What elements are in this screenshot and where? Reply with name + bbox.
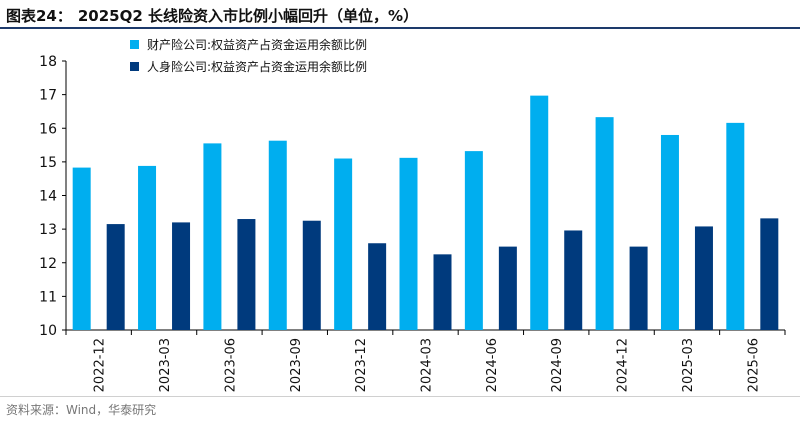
x-tick-label-2023-06: 2023-06 bbox=[223, 338, 238, 392]
y-tick-label-11: 11 bbox=[39, 289, 57, 305]
x-tick-label-2024-12: 2024-12 bbox=[616, 338, 631, 392]
bar-property-2024-09 bbox=[530, 95, 549, 330]
bar-life-2025-06 bbox=[760, 218, 779, 330]
bar-life-2024-03 bbox=[433, 254, 452, 330]
x-tick-label-2024-09: 2024-09 bbox=[550, 338, 565, 392]
title-divider bbox=[0, 27, 800, 29]
legend-swatch-property bbox=[130, 39, 139, 49]
figure-title-text: 2025Q2 长线险资入市比例小幅回升（单位，%） bbox=[77, 6, 419, 25]
figure-title: 图表24： 2025Q2 长线险资入市比例小幅回升（单位，%） bbox=[6, 4, 418, 26]
source-note: 资料来源：Wind，华泰研究 bbox=[6, 403, 157, 417]
y-tick-label-17: 17 bbox=[39, 88, 57, 104]
legend-item-life: 人身险公司:权益资产占资金运用余额比例 bbox=[130, 55, 367, 77]
x-tick-label-2023-03: 2023-03 bbox=[158, 338, 173, 392]
bar-property-2022-12 bbox=[72, 167, 91, 330]
bar-life-2023-09 bbox=[302, 220, 321, 330]
y-tick-label-14: 14 bbox=[39, 189, 57, 205]
bar-life-2024-06 bbox=[498, 246, 517, 330]
bar-property-2024-03 bbox=[399, 157, 418, 330]
bar-property-2023-12 bbox=[334, 158, 353, 330]
bar-property-2025-06 bbox=[726, 122, 745, 331]
bar-property-2024-12 bbox=[595, 117, 614, 330]
y-tick-label-10: 10 bbox=[39, 323, 57, 339]
bar-property-2025-03 bbox=[660, 134, 679, 330]
bar-life-2023-12 bbox=[368, 243, 387, 330]
bar-life-2025-03 bbox=[694, 226, 713, 330]
y-tick-label-16: 16 bbox=[39, 121, 57, 137]
figure-number: 图表24： bbox=[6, 6, 72, 25]
legend-swatch-life bbox=[130, 61, 139, 71]
x-tick-label-2025-06: 2025-06 bbox=[746, 338, 761, 392]
bar-life-2023-03 bbox=[172, 222, 191, 330]
legend-label-life: 人身险公司:权益资产占资金运用余额比例 bbox=[147, 59, 368, 74]
bar-property-2024-06 bbox=[464, 151, 483, 330]
y-tick-label-15: 15 bbox=[39, 155, 57, 171]
bar-life-2024-09 bbox=[564, 230, 583, 330]
footer-divider bbox=[0, 396, 800, 397]
y-tick-label-12: 12 bbox=[39, 256, 57, 272]
x-tick-label-2023-12: 2023-12 bbox=[354, 338, 369, 392]
y-tick-label-18: 18 bbox=[39, 54, 57, 70]
legend: 财产险公司:权益资产占资金运用余额比例 人身险公司:权益资产占资金运用余额比例 bbox=[130, 33, 367, 77]
bar-life-2024-12 bbox=[629, 246, 648, 330]
x-tick-label-2023-09: 2023-09 bbox=[289, 338, 304, 392]
x-tick-label-2024-06: 2024-06 bbox=[485, 338, 500, 392]
bar-property-2023-06 bbox=[203, 143, 222, 330]
bar-property-2023-03 bbox=[138, 165, 157, 330]
x-tick-label-2025-03: 2025-03 bbox=[681, 338, 696, 392]
x-tick-label-2022-12: 2022-12 bbox=[93, 338, 108, 392]
bar-property-2023-09 bbox=[268, 140, 287, 330]
bar-life-2022-12 bbox=[106, 224, 125, 330]
legend-label-property: 财产险公司:权益资产占资金运用余额比例 bbox=[147, 37, 368, 52]
legend-item-property: 财产险公司:权益资产占资金运用余额比例 bbox=[130, 33, 367, 55]
y-tick-label-13: 13 bbox=[39, 222, 57, 238]
x-tick-label-2024-03: 2024-03 bbox=[420, 338, 435, 392]
bar-life-2023-06 bbox=[237, 219, 256, 330]
